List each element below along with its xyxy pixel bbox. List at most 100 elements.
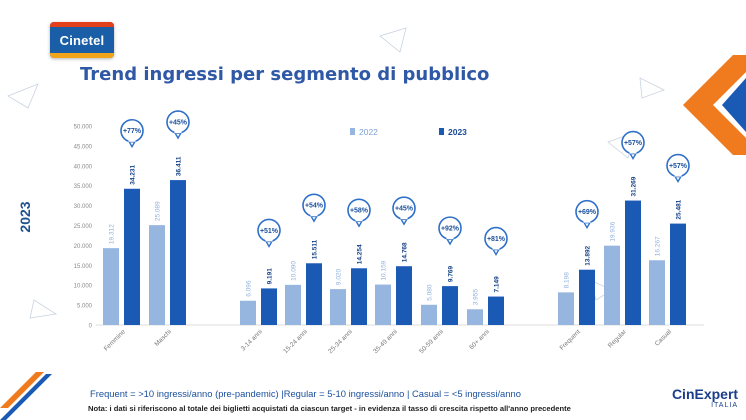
- growth-label: +57%: [624, 140, 643, 147]
- growth-label: +77%: [123, 128, 142, 135]
- bar-2023: [170, 180, 186, 325]
- value-label-2022: 19.312: [108, 224, 115, 244]
- category-label: 35-49 anni: [372, 328, 399, 355]
- growth-label: +92%: [441, 226, 460, 233]
- value-label-2022: 9.020: [335, 268, 342, 285]
- value-label-2023: 25.481: [675, 199, 682, 219]
- bar-2022: [240, 300, 256, 325]
- value-label-2023: 9.769: [447, 265, 454, 282]
- y-tick-label: 30.000: [74, 204, 93, 210]
- legend-label-2023: 2023: [448, 127, 467, 137]
- value-label-2023: 14.768: [401, 242, 408, 262]
- growth-label: +54%: [305, 203, 324, 210]
- growth-bubble-joint: [583, 219, 591, 223]
- y-tick-label: 35.000: [74, 184, 93, 190]
- value-label-2022: 5.080: [426, 284, 433, 301]
- cinexpert-logo-text: CinExpert: [671, 386, 739, 402]
- value-label-2023: 31.269: [630, 176, 637, 196]
- bar-2023: [579, 269, 595, 325]
- category-label: Maschi: [153, 328, 173, 348]
- blue-stripe-shape: [0, 374, 52, 420]
- growth-bubble-joint: [128, 138, 136, 142]
- value-label-2023: 13.892: [584, 245, 591, 265]
- page-title: Trend ingressi per segmento di pubblico: [80, 64, 490, 85]
- bar-2022: [149, 225, 165, 325]
- cinexpert-logo: CinExpert ITALIA: [666, 386, 744, 420]
- y-tick-label: 10.000: [74, 284, 93, 290]
- category-label: Femmine: [103, 328, 127, 352]
- growth-bubble-joint: [446, 236, 454, 240]
- growth-bubble-joint: [629, 150, 637, 154]
- value-label-2023: 34.231: [129, 164, 136, 184]
- value-label-2023: 9.191: [266, 268, 273, 285]
- bar-2023: [306, 263, 322, 325]
- growth-label: +81%: [487, 236, 506, 243]
- bar-2022: [375, 284, 391, 325]
- growth-bubble-joint: [310, 213, 318, 217]
- value-label-2022: 8.198: [563, 272, 570, 289]
- y-tick-label: 50.000: [74, 125, 93, 131]
- category-label: 15-24 anni: [282, 328, 309, 355]
- bar-2023: [351, 268, 367, 325]
- category-label: Casual: [654, 328, 674, 348]
- bar-2023: [442, 286, 458, 325]
- value-label-2023: 36.411: [175, 156, 182, 176]
- y-tick-label: 15.000: [74, 264, 93, 270]
- bar-2022: [421, 304, 437, 325]
- bar-2022: [604, 245, 620, 325]
- growth-bubble-joint: [265, 238, 273, 242]
- growth-label: +58%: [350, 208, 369, 215]
- growth-label: +57%: [669, 163, 688, 170]
- value-label-2023: 15.511: [311, 239, 318, 259]
- growth-label: +45%: [395, 206, 414, 213]
- cinetel-logo-text: Cinetel: [59, 33, 105, 48]
- growth-bubble-joint: [355, 218, 363, 222]
- bar-2023: [625, 200, 641, 325]
- legend-label-2022: 2022: [359, 127, 378, 137]
- y-tick-label: 20.000: [74, 244, 93, 250]
- cinetel-logo: Cinetel: [50, 22, 114, 58]
- growth-bubble: [166, 110, 190, 134]
- value-label-2022: 3.955: [472, 289, 479, 306]
- bar-2022: [103, 248, 119, 325]
- value-label-2022: 6.096: [245, 280, 252, 297]
- orange-stripe-shape: [0, 372, 44, 408]
- blue-chevron-shape: [722, 78, 746, 132]
- category-label: 50-59 anni: [418, 328, 445, 355]
- y-tick-label: 0: [89, 324, 93, 330]
- growth-bubble-joint: [492, 246, 500, 250]
- growth-label: +45%: [169, 119, 188, 126]
- bar-2022: [330, 289, 346, 325]
- value-label-2022: 10.090: [290, 261, 297, 281]
- bar-2023: [670, 223, 686, 325]
- growth-bubble-joint: [674, 173, 682, 177]
- category-label: Frequent: [559, 328, 582, 351]
- y-tick-label: 5.000: [77, 304, 93, 310]
- category-label: 25-34 anni: [327, 328, 354, 355]
- value-label-2022: 19.936: [609, 221, 616, 241]
- growth-bubble-joint: [400, 216, 408, 220]
- bar-2022: [285, 284, 301, 325]
- cinexpert-logo-subtext: ITALIA: [711, 402, 738, 409]
- segment-definitions-footnote: Frequent = >10 ingressi/anno (pre-pandem…: [90, 388, 521, 399]
- y-tick-label: 25.000: [74, 224, 93, 230]
- bar-2023: [396, 266, 412, 325]
- category-label: Regular: [607, 328, 629, 350]
- growth-bubble-joint: [174, 130, 182, 134]
- category-label: 3-14 anni: [240, 328, 264, 352]
- value-label-2022: 16.267: [654, 236, 661, 256]
- value-label-2023: 14.254: [356, 244, 363, 264]
- value-label-2022: 10.159: [380, 260, 387, 280]
- y-tick-label: 40.000: [74, 164, 93, 170]
- growth-label: +51%: [260, 228, 279, 235]
- legend-swatch-2022: [350, 128, 355, 135]
- value-label-2022: 25.089: [154, 201, 161, 221]
- bar-2023: [261, 288, 277, 325]
- y-tick-label: 45.000: [74, 144, 93, 150]
- growth-label: +69%: [578, 209, 597, 216]
- bar-2022: [649, 260, 665, 325]
- bar-2023: [488, 296, 504, 325]
- category-label: 60+ anni: [468, 328, 491, 351]
